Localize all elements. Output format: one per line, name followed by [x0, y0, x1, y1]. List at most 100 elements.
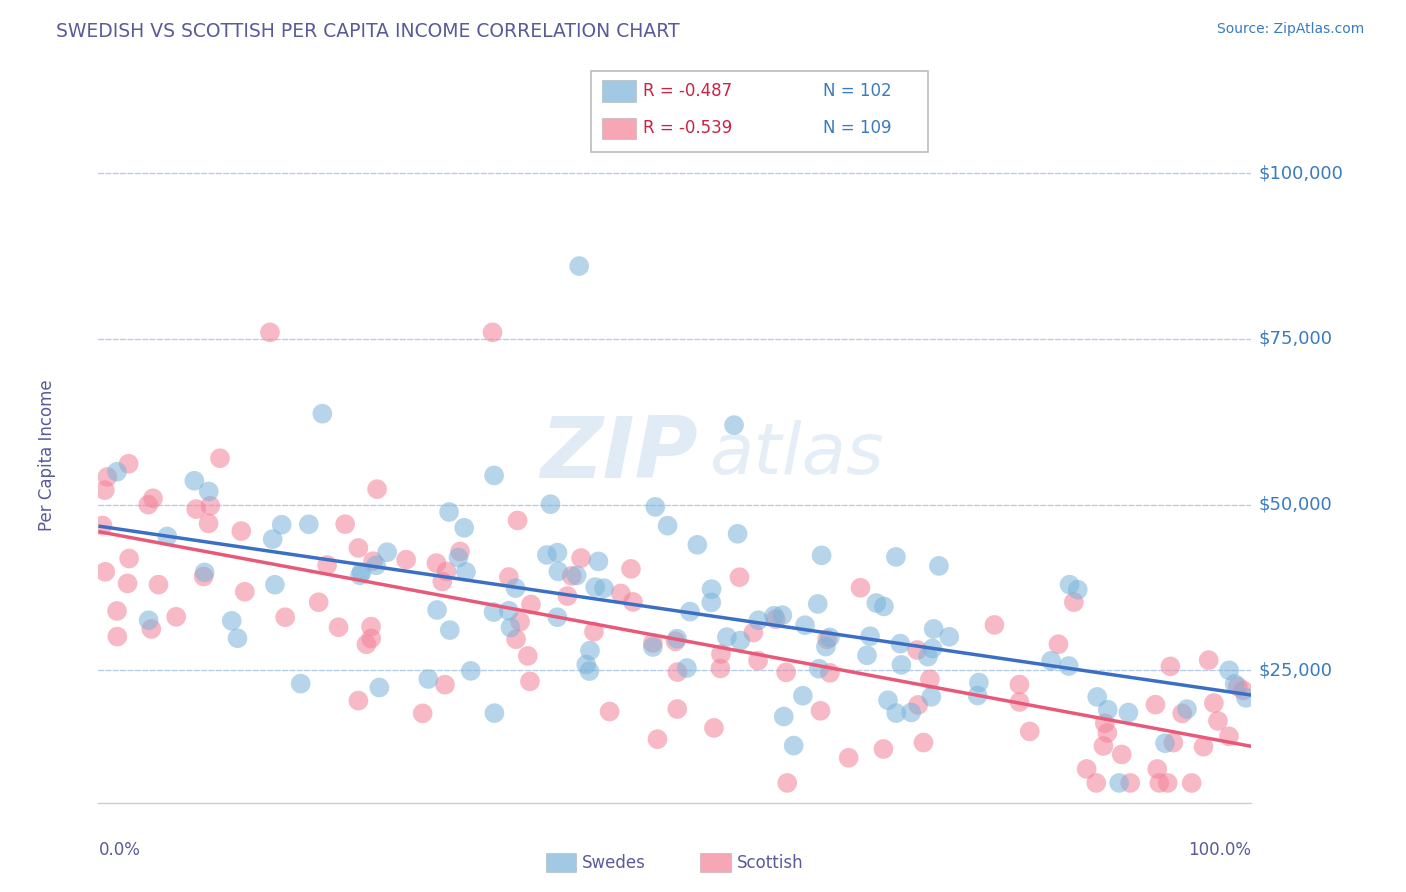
Text: R = -0.539: R = -0.539: [643, 120, 731, 137]
Point: [540, 497, 562, 511]
Point: [432, 574, 454, 589]
Point: [775, 665, 797, 680]
Point: [900, 706, 922, 720]
Point: [520, 598, 543, 612]
Point: [884, 706, 907, 720]
Point: [912, 735, 935, 749]
Point: [794, 618, 817, 632]
Point: [641, 636, 664, 650]
Point: [716, 630, 738, 644]
Point: [568, 259, 591, 273]
Point: [449, 544, 471, 558]
Point: [575, 657, 598, 672]
Point: [1097, 703, 1119, 717]
Point: [547, 546, 569, 560]
Point: [231, 524, 253, 538]
Point: [546, 610, 568, 624]
Point: [1181, 776, 1204, 790]
Point: [579, 643, 602, 657]
Point: [1057, 659, 1080, 673]
Point: [138, 613, 160, 627]
Point: [792, 689, 814, 703]
Point: [1218, 729, 1240, 743]
Point: [838, 751, 860, 765]
Point: [412, 706, 434, 721]
Point: [918, 673, 941, 687]
Text: N = 109: N = 109: [823, 120, 891, 137]
Point: [437, 505, 460, 519]
Point: [426, 603, 449, 617]
Point: [1171, 706, 1194, 721]
Point: [226, 632, 249, 646]
Point: [588, 554, 610, 568]
Point: [482, 468, 505, 483]
Point: [578, 664, 600, 678]
Point: [666, 665, 689, 679]
Point: [1067, 582, 1090, 597]
Point: [810, 549, 832, 563]
Point: [859, 629, 882, 643]
Point: [311, 407, 333, 421]
Point: [1059, 577, 1081, 591]
Point: [1008, 695, 1031, 709]
Point: [865, 596, 887, 610]
Point: [298, 517, 321, 532]
Point: [447, 550, 470, 565]
Point: [647, 732, 669, 747]
Point: [360, 632, 382, 646]
Point: [270, 517, 292, 532]
Point: [814, 640, 837, 654]
Point: [425, 556, 447, 570]
Point: [1149, 776, 1171, 790]
Point: [921, 641, 943, 656]
Point: [439, 623, 461, 637]
Point: [519, 674, 541, 689]
Point: [561, 569, 583, 583]
Point: [810, 704, 832, 718]
Text: SWEDISH VS SCOTTISH PER CAPITA INCOME CORRELATION CHART: SWEDISH VS SCOTTISH PER CAPITA INCOME CO…: [56, 22, 681, 41]
Point: [709, 661, 731, 675]
Point: [366, 482, 388, 496]
Point: [165, 609, 187, 624]
Point: [1097, 726, 1119, 740]
Text: R = -0.487: R = -0.487: [643, 82, 731, 100]
Point: [499, 620, 522, 634]
Point: [547, 565, 569, 579]
Point: [727, 526, 749, 541]
Point: [1144, 698, 1167, 712]
Point: [1119, 776, 1142, 790]
Text: $25,000: $25,000: [1258, 661, 1333, 680]
Point: [905, 643, 928, 657]
Point: [1175, 702, 1198, 716]
Point: [676, 661, 699, 675]
Text: ZIP: ZIP: [540, 413, 697, 497]
Point: [197, 484, 219, 499]
Point: [620, 562, 643, 576]
Point: [873, 599, 896, 614]
Point: [183, 474, 205, 488]
Point: [747, 654, 769, 668]
Point: [1008, 677, 1031, 691]
Text: $50,000: $50,000: [1258, 496, 1331, 514]
Point: [1118, 706, 1140, 720]
Point: [361, 554, 384, 568]
Point: [742, 625, 765, 640]
Point: [105, 465, 128, 479]
Point: [434, 678, 457, 692]
Point: [807, 662, 830, 676]
Point: [890, 657, 912, 672]
Point: [136, 498, 159, 512]
Point: [349, 568, 371, 582]
Point: [233, 584, 256, 599]
Point: [347, 541, 370, 555]
Point: [368, 681, 391, 695]
Point: [333, 517, 356, 532]
Point: [666, 632, 689, 646]
Point: [1218, 664, 1240, 678]
Point: [350, 565, 373, 579]
Point: [1146, 762, 1168, 776]
Point: [208, 451, 231, 466]
Point: [96, 470, 118, 484]
Text: 100.0%: 100.0%: [1188, 841, 1251, 859]
Point: [907, 698, 929, 712]
